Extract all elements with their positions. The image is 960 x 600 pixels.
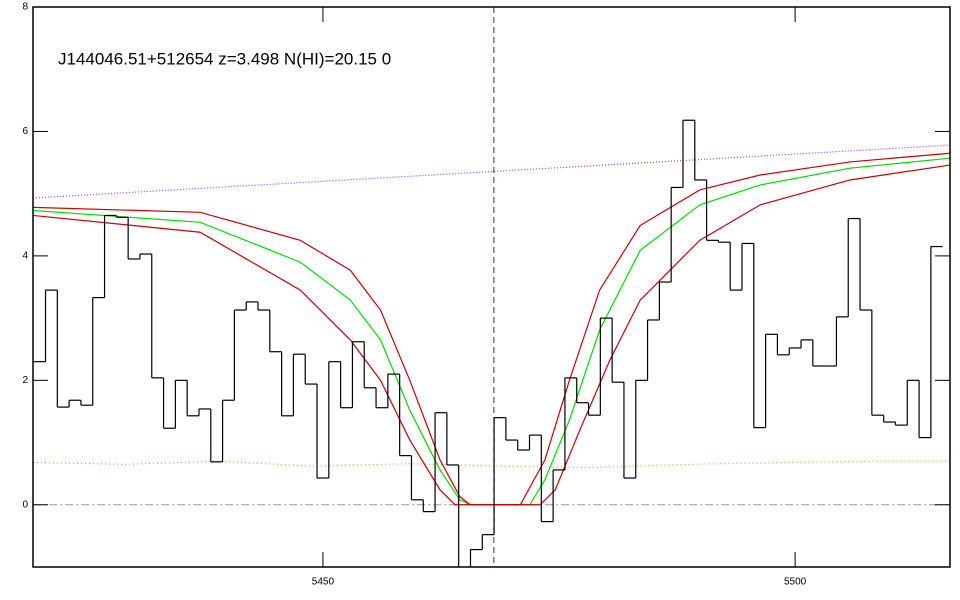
chart-title: J144046.51+512654 z=3.498 N(HI)=20.15 0	[58, 49, 391, 68]
y-tick-label: 8	[22, 2, 28, 13]
model-curve	[33, 164, 950, 506]
y-tick-label: 0	[22, 499, 28, 510]
model-curve	[33, 144, 950, 199]
y-tick-label: 4	[22, 251, 28, 262]
model-curve	[33, 460, 950, 469]
x-tick-label: 5500	[784, 577, 807, 588]
y-tick-label: 6	[22, 126, 28, 137]
plot-frame	[32, 6, 951, 568]
x-tick-label: 5450	[312, 577, 335, 588]
model-curve	[33, 152, 950, 506]
plot-area	[33, 7, 950, 567]
model-curve	[33, 157, 950, 506]
y-tick-label: 2	[22, 375, 28, 386]
